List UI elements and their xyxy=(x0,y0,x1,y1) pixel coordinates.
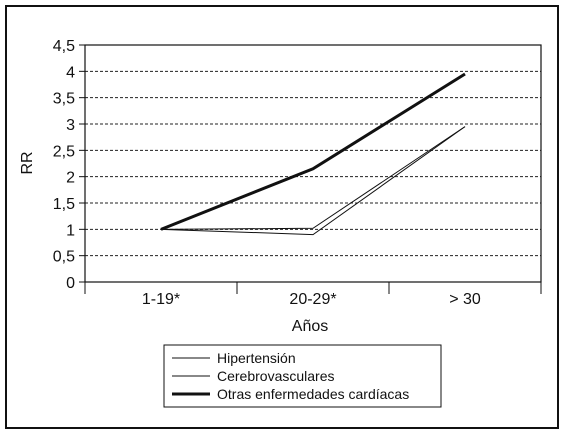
y-tick-label: 0 xyxy=(66,275,75,292)
plot-area xyxy=(84,44,542,283)
x-tick-label: > 30 xyxy=(449,291,481,308)
x-tick-label: 1-19* xyxy=(142,291,180,308)
series-line-3 xyxy=(160,72,466,231)
series-lines xyxy=(160,72,466,236)
legend: Hipertensión Cerebrovasculares Otras enfer… xyxy=(163,344,442,408)
y-tick-label: 0,5 xyxy=(53,249,75,266)
y-axis-label: RR xyxy=(19,151,36,174)
x-axis-label: Años xyxy=(292,318,328,335)
x-axis-ticks: 1-19* 20-29* > 30 xyxy=(84,282,542,308)
y-tick-label: 1,5 xyxy=(53,196,75,213)
legend-box xyxy=(163,344,442,408)
y-tick-label: 2 xyxy=(66,170,75,187)
plot-border xyxy=(84,44,542,283)
y-tick-label: 3,5 xyxy=(53,91,75,108)
series-line-2 xyxy=(160,126,466,236)
y-tick-label: 2,5 xyxy=(53,143,75,160)
y-tick-label: 1 xyxy=(66,222,75,239)
y-tick-label: 4 xyxy=(66,64,75,81)
legend-label-3: Otras enfermedades cardíacas xyxy=(217,386,409,402)
series-line-1 xyxy=(160,126,466,230)
legend-label-1: Hipertensión xyxy=(217,350,296,366)
y-tick-label: 3 xyxy=(66,117,75,134)
legend-label-2: Cerebrovasculares xyxy=(217,368,335,384)
y-axis-ticks: 0 0,5 1 1,5 2 2,5 3 3,5 4 4,5 xyxy=(53,38,85,292)
x-tick-label: 20-29* xyxy=(289,291,336,308)
y-tick-label: 4,5 xyxy=(53,38,75,55)
grid-lines xyxy=(85,44,541,257)
